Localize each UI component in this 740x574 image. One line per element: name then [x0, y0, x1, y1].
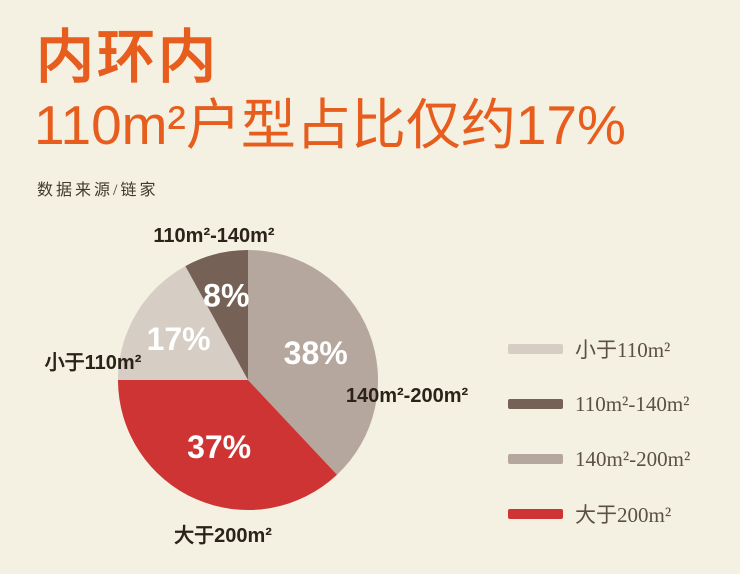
data-source-note: 数据来源/链家: [37, 182, 159, 199]
legend-swatch-under-110: [508, 344, 563, 354]
legend-label-over-200: 大于200m²: [575, 503, 672, 527]
page-title: 内环内: [36, 25, 220, 90]
slice-label-under-110: 小于110m²: [44, 352, 142, 374]
legend-item-110-140: 110m²-140m²: [508, 391, 690, 417]
legend-swatch-over-200: [508, 509, 563, 519]
legend-swatch-110-140: [508, 399, 563, 409]
pie-percent-label-0: 38%: [284, 335, 348, 371]
pie-percent-label-1: 37%: [187, 429, 251, 465]
slice-label-over-200: 大于200m²: [174, 525, 272, 547]
slice-label-110-140: 110m²-140m²: [153, 225, 275, 247]
legend-label-140-200: 140m²-200m²: [575, 446, 691, 471]
pie-slice-2: [118, 266, 248, 380]
pie-percent-label-2: 17%: [147, 321, 211, 357]
pie-percent-label-3: 8%: [203, 278, 249, 314]
legend: 小于110m² 110m²-140m² 140m²-200m² 大于200m²: [508, 336, 690, 527]
pie-slice-1: [118, 380, 337, 511]
legend-label-110-140: 110m²-140m²: [575, 391, 690, 416]
legend-label-under-110: 小于110m²: [575, 338, 671, 362]
pie-slice-0: [248, 250, 379, 475]
legend-item-under-110: 小于110m²: [508, 336, 690, 362]
legend-item-over-200: 大于200m²: [508, 501, 690, 527]
legend-swatch-140-200: [508, 454, 563, 464]
slice-label-140-200: 140m²-200m²: [345, 385, 469, 407]
pie-slice-3: [185, 250, 248, 380]
page-subtitle: 110m²户型占比仅约17%: [34, 94, 626, 156]
legend-item-140-200: 140m²-200m²: [508, 446, 690, 472]
